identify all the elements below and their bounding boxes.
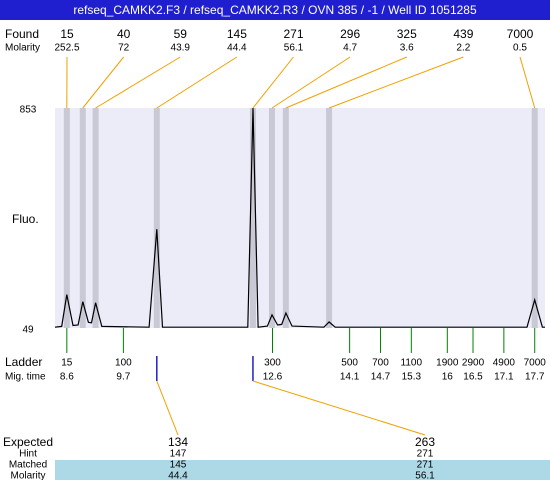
found-size: 325: [397, 27, 417, 41]
expected-molarity: 44.4: [168, 471, 188, 480]
found-connector: [328, 56, 464, 109]
ladder-size: 1900: [436, 358, 459, 369]
found-molarity: 43.9: [171, 43, 191, 54]
ladder-time: 12.6: [263, 372, 283, 383]
ladder-time: 17.1: [494, 372, 514, 383]
found-size: 7000: [507, 27, 534, 41]
expected-molarity: 56.1: [415, 471, 435, 480]
molarity-label: Molarity: [5, 43, 40, 54]
found-molarity: 56.1: [284, 43, 304, 54]
header-bar: [0, 0, 550, 20]
found-molarity: 72: [118, 43, 130, 54]
ladder-size: 2900: [462, 358, 485, 369]
found-molarity: 252.5: [54, 43, 79, 54]
ladder-time: 15.3: [402, 372, 422, 383]
ladder-time: 8.6: [60, 372, 74, 383]
ladder-size: 4900: [493, 358, 516, 369]
ladder-time: 14.1: [340, 372, 360, 383]
header-title: refseq_CAMKK2.F3 / refseq_CAMKK2.R3 / OV…: [73, 3, 477, 17]
found-molarity: 2.2: [456, 43, 470, 54]
found-connector: [285, 56, 407, 109]
found-size: 15: [60, 27, 74, 41]
ladder-label: Ladder: [5, 355, 42, 369]
found-molarity: 44.4: [227, 43, 247, 54]
expected-matched: 145: [170, 460, 187, 471]
found-connector: [519, 56, 536, 109]
ladder-size: 300: [264, 358, 281, 369]
ladder-size: 1100: [401, 358, 423, 369]
expected-matched: 271: [417, 460, 434, 471]
found-label: Found: [5, 27, 39, 41]
ladder-size: 7000: [524, 358, 547, 369]
matched-connector: [156, 380, 179, 436]
peak-band: [92, 108, 99, 328]
ladder-time: 16.5: [463, 372, 483, 383]
expected-row-label: Expected: [3, 435, 53, 449]
plot-area: [55, 108, 545, 328]
peak-band: [79, 108, 86, 328]
peak-band: [63, 108, 70, 328]
y-tick-label: 49: [22, 325, 34, 336]
peak-band: [531, 108, 538, 328]
expected-row-label: Molarity: [10, 471, 45, 480]
found-connector: [156, 56, 238, 109]
peak-band: [249, 108, 256, 328]
peak-band: [268, 108, 275, 328]
peak-band: [326, 108, 333, 328]
expected-row-label: Matched: [9, 460, 47, 471]
y-tick-label: 853: [20, 105, 37, 116]
ladder-size: 100: [115, 358, 132, 369]
found-molarity: 4.7: [343, 43, 357, 54]
matched-connector: [252, 380, 426, 436]
found-size: 439: [453, 27, 473, 41]
found-size: 59: [174, 27, 188, 41]
found-molarity: 0.5: [513, 43, 527, 54]
found-size: 145: [227, 27, 247, 41]
ladder-time: 14.7: [371, 372, 391, 383]
found-size: 271: [283, 27, 303, 41]
expected-expected: 263: [415, 435, 435, 449]
ladder-size: 500: [341, 358, 358, 369]
expected-expected: 134: [168, 435, 188, 449]
found-connector: [95, 56, 181, 109]
peak-band: [282, 108, 289, 328]
y-axis-label: Fluo.: [12, 212, 39, 226]
found-size: 296: [340, 27, 360, 41]
found-connector: [82, 56, 125, 109]
ladder-size: 15: [61, 358, 73, 369]
found-connector: [252, 56, 294, 109]
ladder-time: 17.7: [525, 372, 545, 383]
found-connector: [271, 56, 351, 109]
peak-band: [153, 108, 160, 328]
found-molarity: 3.6: [400, 43, 414, 54]
ladder-time: 9.7: [116, 372, 130, 383]
matched-band: [55, 460, 550, 480]
expected-hint: 147: [170, 449, 187, 460]
ladder-size: 700: [372, 358, 389, 369]
expected-row-label: Hint: [19, 449, 37, 460]
found-size: 40: [117, 27, 131, 41]
ladder-time: 16: [442, 372, 454, 383]
expected-hint: 271: [417, 449, 434, 460]
mig-time-label: Mig. time: [5, 372, 46, 383]
